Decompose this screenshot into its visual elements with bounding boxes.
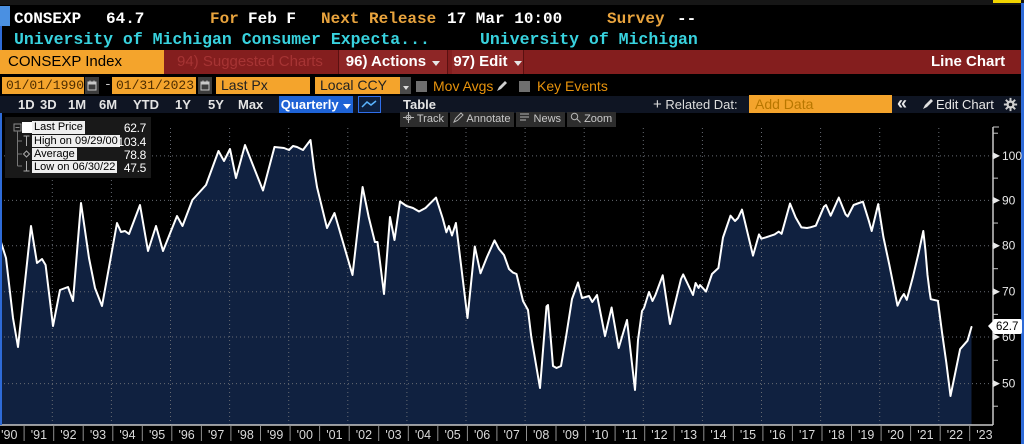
svg-text:100: 100 <box>1002 149 1022 163</box>
svg-text:'92: '92 <box>60 428 76 442</box>
svg-text:'03: '03 <box>385 428 401 442</box>
svg-text:'01: '01 <box>326 428 342 442</box>
svg-text:'06: '06 <box>474 428 490 442</box>
svg-text:'04: '04 <box>415 428 431 442</box>
svg-text:'05: '05 <box>444 428 460 442</box>
svg-text:'18: '18 <box>829 428 845 442</box>
svg-text:'93: '93 <box>90 428 106 442</box>
svg-text:90: 90 <box>1002 193 1016 207</box>
svg-text:'15: '15 <box>740 428 756 442</box>
svg-text:'23: '23 <box>976 428 992 442</box>
svg-text:'16: '16 <box>769 428 785 442</box>
svg-text:'20: '20 <box>888 428 904 442</box>
svg-text:'17: '17 <box>799 428 815 442</box>
svg-text:'14: '14 <box>710 428 726 442</box>
svg-text:'00: '00 <box>297 428 313 442</box>
svg-text:50: 50 <box>1002 377 1016 391</box>
svg-text:'96: '96 <box>178 428 194 442</box>
svg-text:'08: '08 <box>533 428 549 442</box>
svg-text:'95: '95 <box>149 428 165 442</box>
svg-text:'21: '21 <box>917 428 933 442</box>
svg-text:'02: '02 <box>356 428 372 442</box>
svg-text:'97: '97 <box>208 428 224 442</box>
svg-text:'91: '91 <box>31 428 47 442</box>
svg-text:'11: '11 <box>622 428 637 442</box>
svg-text:'07: '07 <box>504 428 520 442</box>
svg-text:'10: '10 <box>592 428 608 442</box>
svg-text:'19: '19 <box>858 428 874 442</box>
svg-text:62.7: 62.7 <box>996 321 1018 333</box>
svg-text:'22: '22 <box>947 428 963 442</box>
svg-text:'12: '12 <box>651 428 667 442</box>
svg-text:'94: '94 <box>119 428 135 442</box>
svg-text:'99: '99 <box>267 428 283 442</box>
svg-text:80: 80 <box>1002 239 1016 253</box>
svg-text:'13: '13 <box>681 428 697 442</box>
svg-text:'98: '98 <box>238 428 254 442</box>
svg-text:'09: '09 <box>563 428 579 442</box>
svg-text:70: 70 <box>1002 285 1016 299</box>
svg-text:'90: '90 <box>1 428 17 442</box>
